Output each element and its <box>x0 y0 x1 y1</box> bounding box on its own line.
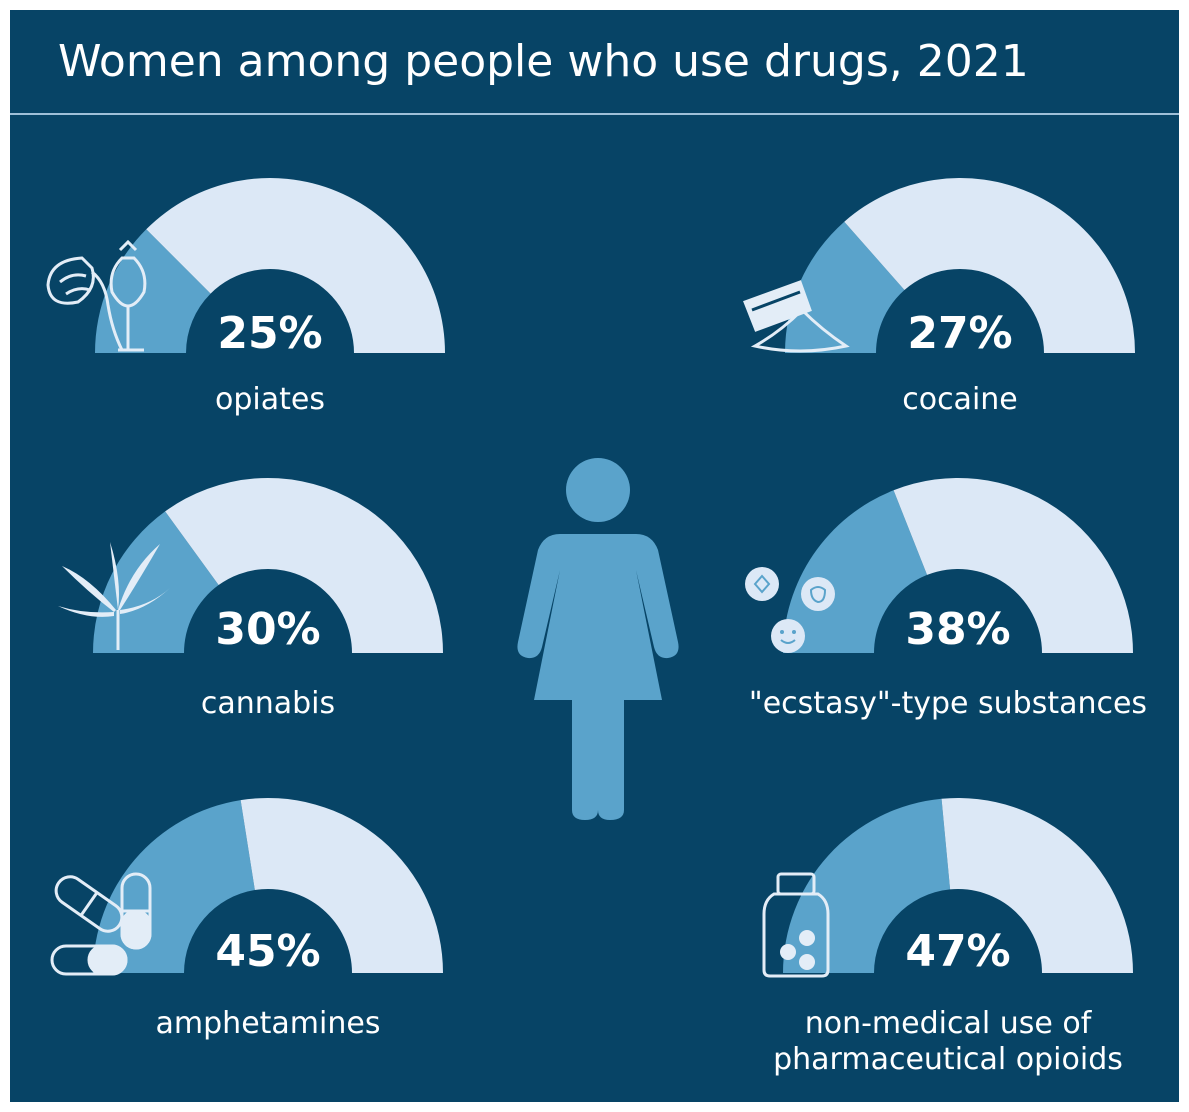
gauge-opiates <box>95 178 445 353</box>
gauge-value-ecstasy: 38% <box>905 604 1011 655</box>
woman-icon <box>517 458 679 820</box>
pill-bottle-icon <box>762 872 830 978</box>
gauge-segment-remainder-cocaine <box>844 178 1135 353</box>
capsules-icon <box>50 872 152 976</box>
title-divider <box>10 113 1179 115</box>
gauge-label-cocaine: cocaine <box>902 382 1018 417</box>
ecstasy-pills-icon <box>745 567 835 653</box>
gauge-chart <box>46 178 1135 978</box>
gauge-value-amphetamines: 45% <box>215 926 321 977</box>
gauge-segment-women-pharmaceutical-opioids <box>783 798 951 973</box>
gauge-segment-remainder-cannabis <box>165 478 443 653</box>
gauge-segment-women-cannabis <box>93 511 219 653</box>
gauge-value-cocaine: 27% <box>907 308 1013 359</box>
gauge-pharmaceutical-opioids <box>783 798 1133 973</box>
gauge-segment-remainder-amphetamines <box>240 798 443 973</box>
infographic-panel: Women among people who use drugs, 2021 <box>10 10 1179 1102</box>
gauge-label-cannabis: cannabis <box>200 686 336 721</box>
gauge-value-pharmaceutical-opioids: 47% <box>905 926 1011 977</box>
cannabis-leaf-icon <box>58 542 170 650</box>
gauge-segment-women-opiates <box>95 229 211 353</box>
chart-title: Women among people who use drugs, 2021 <box>58 36 1029 87</box>
cocaine-razor-icon <box>743 280 850 353</box>
gauge-label-pharmaceutical-opioids: non-medical use of pharmaceutical opioid… <box>773 1006 1123 1077</box>
gauge-value-opiates: 25% <box>217 308 323 359</box>
gauge-label-opiates: opiates <box>215 382 325 417</box>
gauge-label-amphetamines: amphetamines <box>155 1006 381 1041</box>
gauge-label-ecstasy: "ecstasy"-type substances <box>748 686 1148 721</box>
poppy-icon <box>46 239 147 352</box>
gauge-segment-remainder-pharmaceutical-opioids <box>941 798 1133 973</box>
gauge-segment-women-ecstasy <box>783 490 928 653</box>
gauge-value-cannabis: 30% <box>215 604 321 655</box>
gauge-ecstasy <box>783 477 1133 653</box>
gauge-segment-remainder-ecstasy <box>893 477 1133 653</box>
gauge-cannabis <box>93 478 443 653</box>
gauge-segment-remainder-opiates <box>146 178 445 353</box>
